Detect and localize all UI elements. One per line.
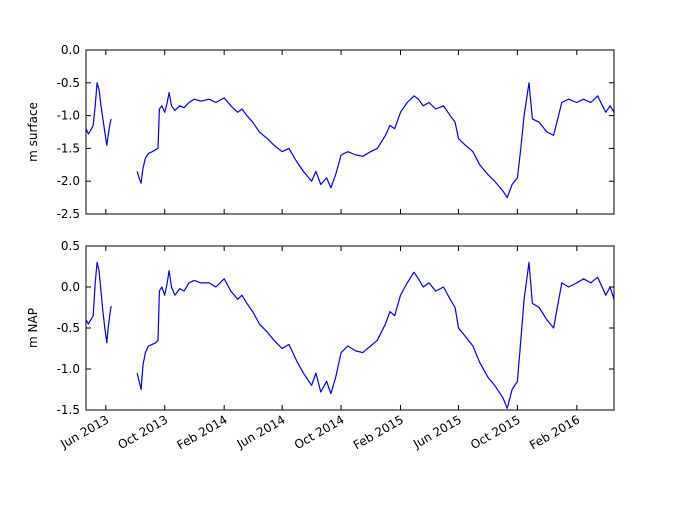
y-tick-label-top: 0.0 bbox=[61, 43, 80, 57]
y-tick-label-top: -1.0 bbox=[57, 109, 80, 123]
y-tick-label-top: -1.5 bbox=[57, 141, 80, 155]
panel-bottom-x-ticks bbox=[105, 246, 578, 410]
y-tick-label-top: -2.0 bbox=[57, 174, 80, 188]
panel-top-area bbox=[86, 50, 614, 214]
panel-top-y-label: m surface bbox=[26, 102, 40, 162]
y-tick-label-bottom: -0.5 bbox=[57, 321, 80, 335]
y-tick-label-bottom: -1.0 bbox=[57, 362, 80, 376]
y-tick-label-bottom: 0.5 bbox=[61, 239, 80, 253]
series-line-bottom-segment-2 bbox=[136, 261, 615, 409]
panel-top: 0.0 -0.5 -1.0 -1.5 -2.0 -2.5 m surface bbox=[26, 43, 615, 221]
panel-top-series bbox=[85, 82, 615, 199]
y-tick-label-top: -0.5 bbox=[57, 76, 80, 90]
y-tick-label-top: -2.5 bbox=[57, 207, 80, 221]
panel-bottom: 0.5 0.0 -0.5 -1.0 -1.5 m NAP bbox=[26, 239, 615, 417]
panel-top-frame bbox=[85, 49, 615, 215]
panel-bottom-y-ticks: 0.5 0.0 -0.5 -1.0 -1.5 bbox=[57, 239, 614, 417]
panel-bottom-frame bbox=[85, 245, 615, 411]
panel-bottom-y-label: m NAP bbox=[26, 308, 40, 348]
panel-top-x-ticks bbox=[105, 50, 578, 214]
y-tick-label-bottom: 0.0 bbox=[61, 280, 80, 294]
series-line-top-segment-2 bbox=[136, 82, 615, 199]
y-tick-label-bottom: -1.5 bbox=[57, 403, 80, 417]
series-line-bottom-segment-1 bbox=[85, 261, 112, 344]
series-line-top-segment-1 bbox=[85, 82, 112, 146]
panel-top-y-ticks: 0.0 -0.5 -1.0 -1.5 -2.0 -2.5 bbox=[57, 43, 614, 221]
panel-bottom-area bbox=[86, 246, 614, 410]
panel-bottom-series bbox=[85, 261, 615, 409]
